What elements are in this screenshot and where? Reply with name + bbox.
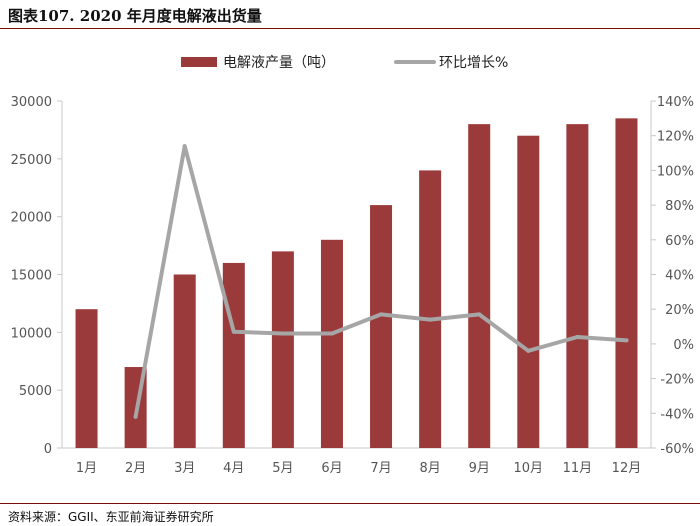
- x-tick-label: 12月: [612, 461, 642, 476]
- bar-7: [370, 205, 393, 448]
- y-right-tick-label: 120%: [657, 130, 694, 145]
- bar-11: [566, 124, 589, 448]
- bar-5: [271, 251, 294, 448]
- x-tick-label: 9月: [469, 461, 490, 476]
- y-left-tick-label: 25000: [11, 153, 52, 168]
- chart-title: 图表107. 2020 年月度电解液出货量: [8, 7, 262, 25]
- growth-point-5: [280, 331, 285, 336]
- y-right-tick-label: 140%: [657, 95, 694, 110]
- x-tick-label: 4月: [223, 461, 244, 476]
- legend-bar-swatch: [181, 57, 217, 67]
- y-left-tick-label: 10000: [11, 326, 52, 341]
- chart-area: 电解液产量（吨） 环比增长% 0 5000 10000 15000 20000 25000 30…: [11, 55, 694, 476]
- y-right-tick-label: 40%: [665, 269, 694, 284]
- bar-8: [419, 170, 442, 448]
- x-tick-label: 3月: [174, 461, 195, 476]
- y-left-tick-label: 0: [44, 442, 52, 457]
- y-right-tick-label: 0%: [673, 338, 694, 353]
- x-tick-label: 1月: [76, 461, 97, 476]
- y-right-tick-label: -20%: [660, 373, 694, 388]
- x-tick-label: 2月: [125, 461, 146, 476]
- bar-9: [468, 124, 491, 448]
- x-tick-label: 6月: [321, 461, 342, 476]
- legend-line-label: 环比增长%: [439, 55, 508, 71]
- growth-point-10: [526, 348, 531, 353]
- bar-3: [173, 274, 196, 448]
- x-tick-label: 11月: [563, 461, 593, 476]
- growth-point-7: [379, 312, 384, 317]
- y-left-tick-label: 20000: [11, 211, 52, 226]
- growth-point-8: [428, 317, 433, 322]
- x-tick-label: 8月: [419, 461, 440, 476]
- source-note: 资料来源：GGII、东亚前海证券研究所: [8, 510, 214, 524]
- y-right-tick-label: 80%: [665, 199, 694, 214]
- growth-point-11: [575, 334, 580, 339]
- growth-point-4: [231, 329, 236, 334]
- x-tick-label: 10月: [514, 461, 544, 476]
- x-tick-label: 7月: [370, 461, 391, 476]
- y-right-tick-label: 100%: [657, 164, 694, 179]
- y-right-tick-label: -40%: [660, 407, 694, 422]
- growth-point-6: [329, 331, 334, 336]
- growth-point-12: [624, 338, 629, 343]
- source-bar: 资料来源：GGII、东亚前海证券研究所: [0, 503, 700, 526]
- y-right-tick-label: 20%: [665, 303, 694, 318]
- legend-bar-label: 电解液产量（吨）: [223, 55, 335, 71]
- y-left-tick-label: 30000: [11, 95, 52, 110]
- title-bar: 图表107. 2020 年月度电解液出货量: [0, 0, 700, 29]
- y-right-tick-label: 60%: [665, 234, 694, 249]
- bar-1: [75, 309, 98, 448]
- x-tick-label: 5月: [272, 461, 293, 476]
- y-right-tick-label: -60%: [660, 442, 694, 457]
- bar-12: [615, 118, 638, 448]
- y-left-tick-label: 15000: [11, 269, 52, 284]
- growth-point-9: [477, 312, 482, 317]
- growth-point-2: [133, 414, 138, 419]
- bar-6: [320, 239, 343, 448]
- y-left-tick-label: 5000: [19, 384, 52, 399]
- bar-10: [517, 135, 540, 448]
- bar-4: [222, 262, 245, 448]
- growth-point-3: [182, 144, 187, 149]
